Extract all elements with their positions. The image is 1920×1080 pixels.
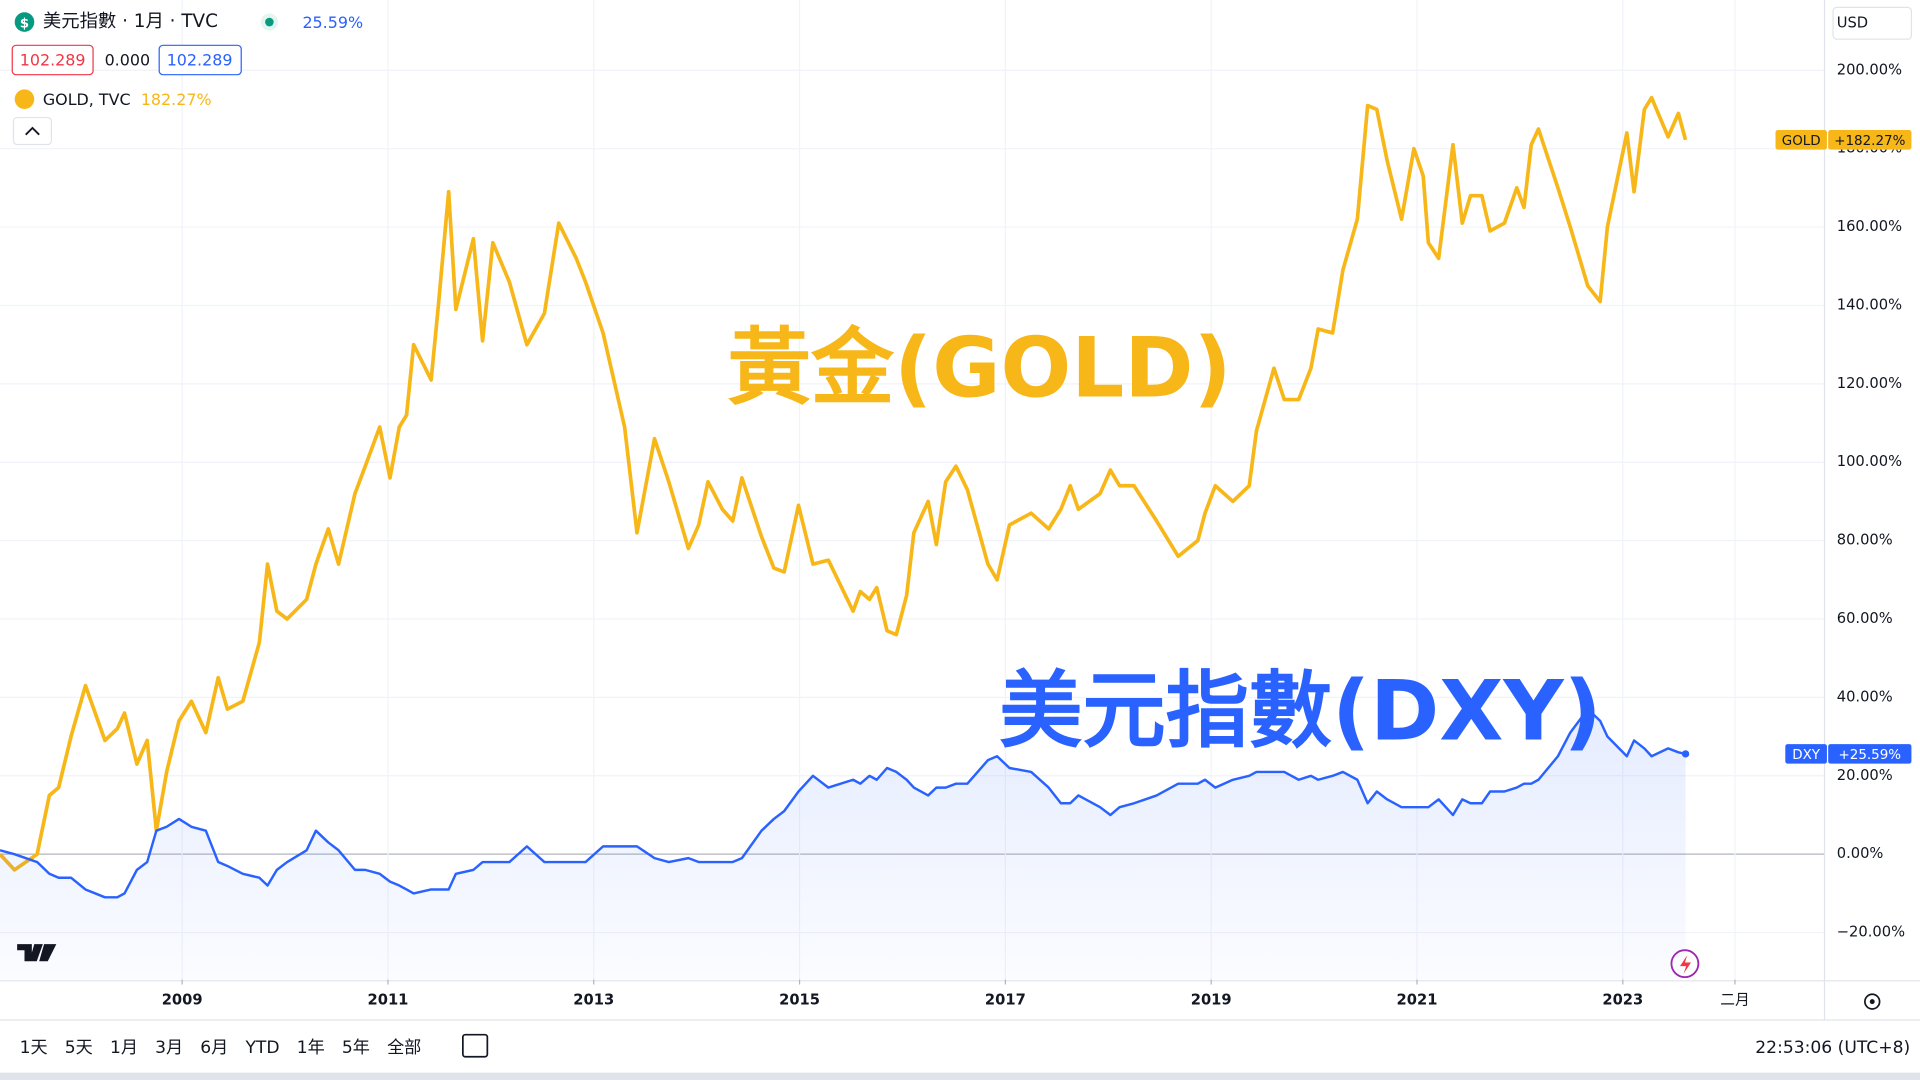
price-tag-name: DXY xyxy=(1792,748,1821,763)
date-range-icon[interactable] xyxy=(462,1033,489,1058)
area-fill xyxy=(0,709,1686,980)
y-tick-label: 200.00% xyxy=(1837,61,1902,78)
y-tick-label: 120.00% xyxy=(1837,375,1902,392)
status-dot xyxy=(265,17,274,27)
spread: 0.000 xyxy=(105,51,151,70)
plot xyxy=(0,95,1690,980)
overlay-change: 182.27% xyxy=(141,90,212,109)
y-tick-label: 100.00% xyxy=(1837,453,1902,470)
annotation: 黃金(GOLD) xyxy=(728,319,1232,416)
buy-box[interactable] xyxy=(158,44,242,76)
x-tick-label: 2021 xyxy=(1397,991,1438,1008)
y-tick-label: 80.00% xyxy=(1837,532,1893,549)
last-point xyxy=(1681,750,1690,758)
range-button[interactable]: 1月 xyxy=(110,1038,138,1058)
lightning-glyph xyxy=(1680,955,1692,974)
gold-icon xyxy=(14,89,35,109)
range-button[interactable]: 5年 xyxy=(342,1038,370,1058)
range-button[interactable]: 3月 xyxy=(155,1038,183,1058)
lightning-icon[interactable] xyxy=(1670,949,1700,979)
currency-button[interactable] xyxy=(1832,6,1913,40)
y-tick-label: 20.00% xyxy=(1837,767,1893,784)
price-tag-name-bg xyxy=(1775,129,1827,150)
x-tick-label: 2019 xyxy=(1191,991,1232,1008)
clock: 22:53:06 (UTC+8) xyxy=(1755,1038,1910,1058)
range-button[interactable]: 全部 xyxy=(387,1038,421,1058)
toolbar: 1天 5天 1月 3月 6月 YTD 1年 5年 全部 xyxy=(20,1038,422,1058)
x-tick-label: 2023 xyxy=(1602,991,1643,1008)
price-tag-bg xyxy=(1828,129,1912,150)
symbol-icon-glyph: $ xyxy=(20,16,29,31)
x-tick-label: 2015 xyxy=(779,991,820,1008)
logo xyxy=(17,944,57,962)
range-button[interactable]: 5天 xyxy=(65,1038,93,1058)
collapse-icon xyxy=(25,126,40,136)
sell-box[interactable] xyxy=(11,44,94,76)
price-tag: +182.27% xyxy=(1834,134,1905,149)
y-tick-label: 160.00% xyxy=(1837,218,1902,235)
symbol-icon xyxy=(14,12,35,32)
y-tick-label: 40.00% xyxy=(1837,688,1893,705)
annotation: 美元指數(DXY) xyxy=(999,662,1602,759)
y-tick-label: −20.00% xyxy=(1837,924,1905,941)
x-tick-label: 2011 xyxy=(368,991,409,1008)
y-tick-label: 0.00% xyxy=(1837,845,1884,862)
buy-price: 102.289 xyxy=(167,51,233,70)
bottom-strip xyxy=(0,1072,1920,1080)
range-button[interactable]: 1天 xyxy=(20,1038,48,1058)
settings-icon[interactable] xyxy=(1864,993,1881,1010)
price-tag-name: GOLD xyxy=(1782,134,1821,149)
y-tick-label: 140.00% xyxy=(1837,296,1902,313)
x-tick-label: 2009 xyxy=(162,991,203,1008)
series-line xyxy=(0,95,1688,872)
collapse-button[interactable] xyxy=(12,116,53,146)
symbol-title: 美元指數 · 1月 · TVC xyxy=(43,11,218,32)
range-button[interactable]: YTD xyxy=(244,1038,279,1058)
price-tag-name-bg xyxy=(1785,744,1827,764)
symbol-change: 25.59% xyxy=(302,13,363,32)
x-tick-label: 2017 xyxy=(985,991,1026,1008)
y-tick-label: 60.00% xyxy=(1837,610,1893,627)
x-tick-label: 2013 xyxy=(573,991,614,1008)
range-button[interactable]: 6月 xyxy=(200,1038,228,1058)
overlay-symbol: GOLD, TVC xyxy=(43,90,131,109)
currency: USD xyxy=(1837,14,1868,31)
price-tag-bg xyxy=(1828,744,1912,764)
x-tick-label: 二月 xyxy=(1720,991,1749,1008)
sell-price: 102.289 xyxy=(20,51,86,70)
series-line xyxy=(0,707,1686,899)
range-button[interactable]: 1年 xyxy=(297,1038,325,1058)
price-tag: +25.59% xyxy=(1839,748,1902,763)
settings-dot xyxy=(1869,999,1875,1005)
